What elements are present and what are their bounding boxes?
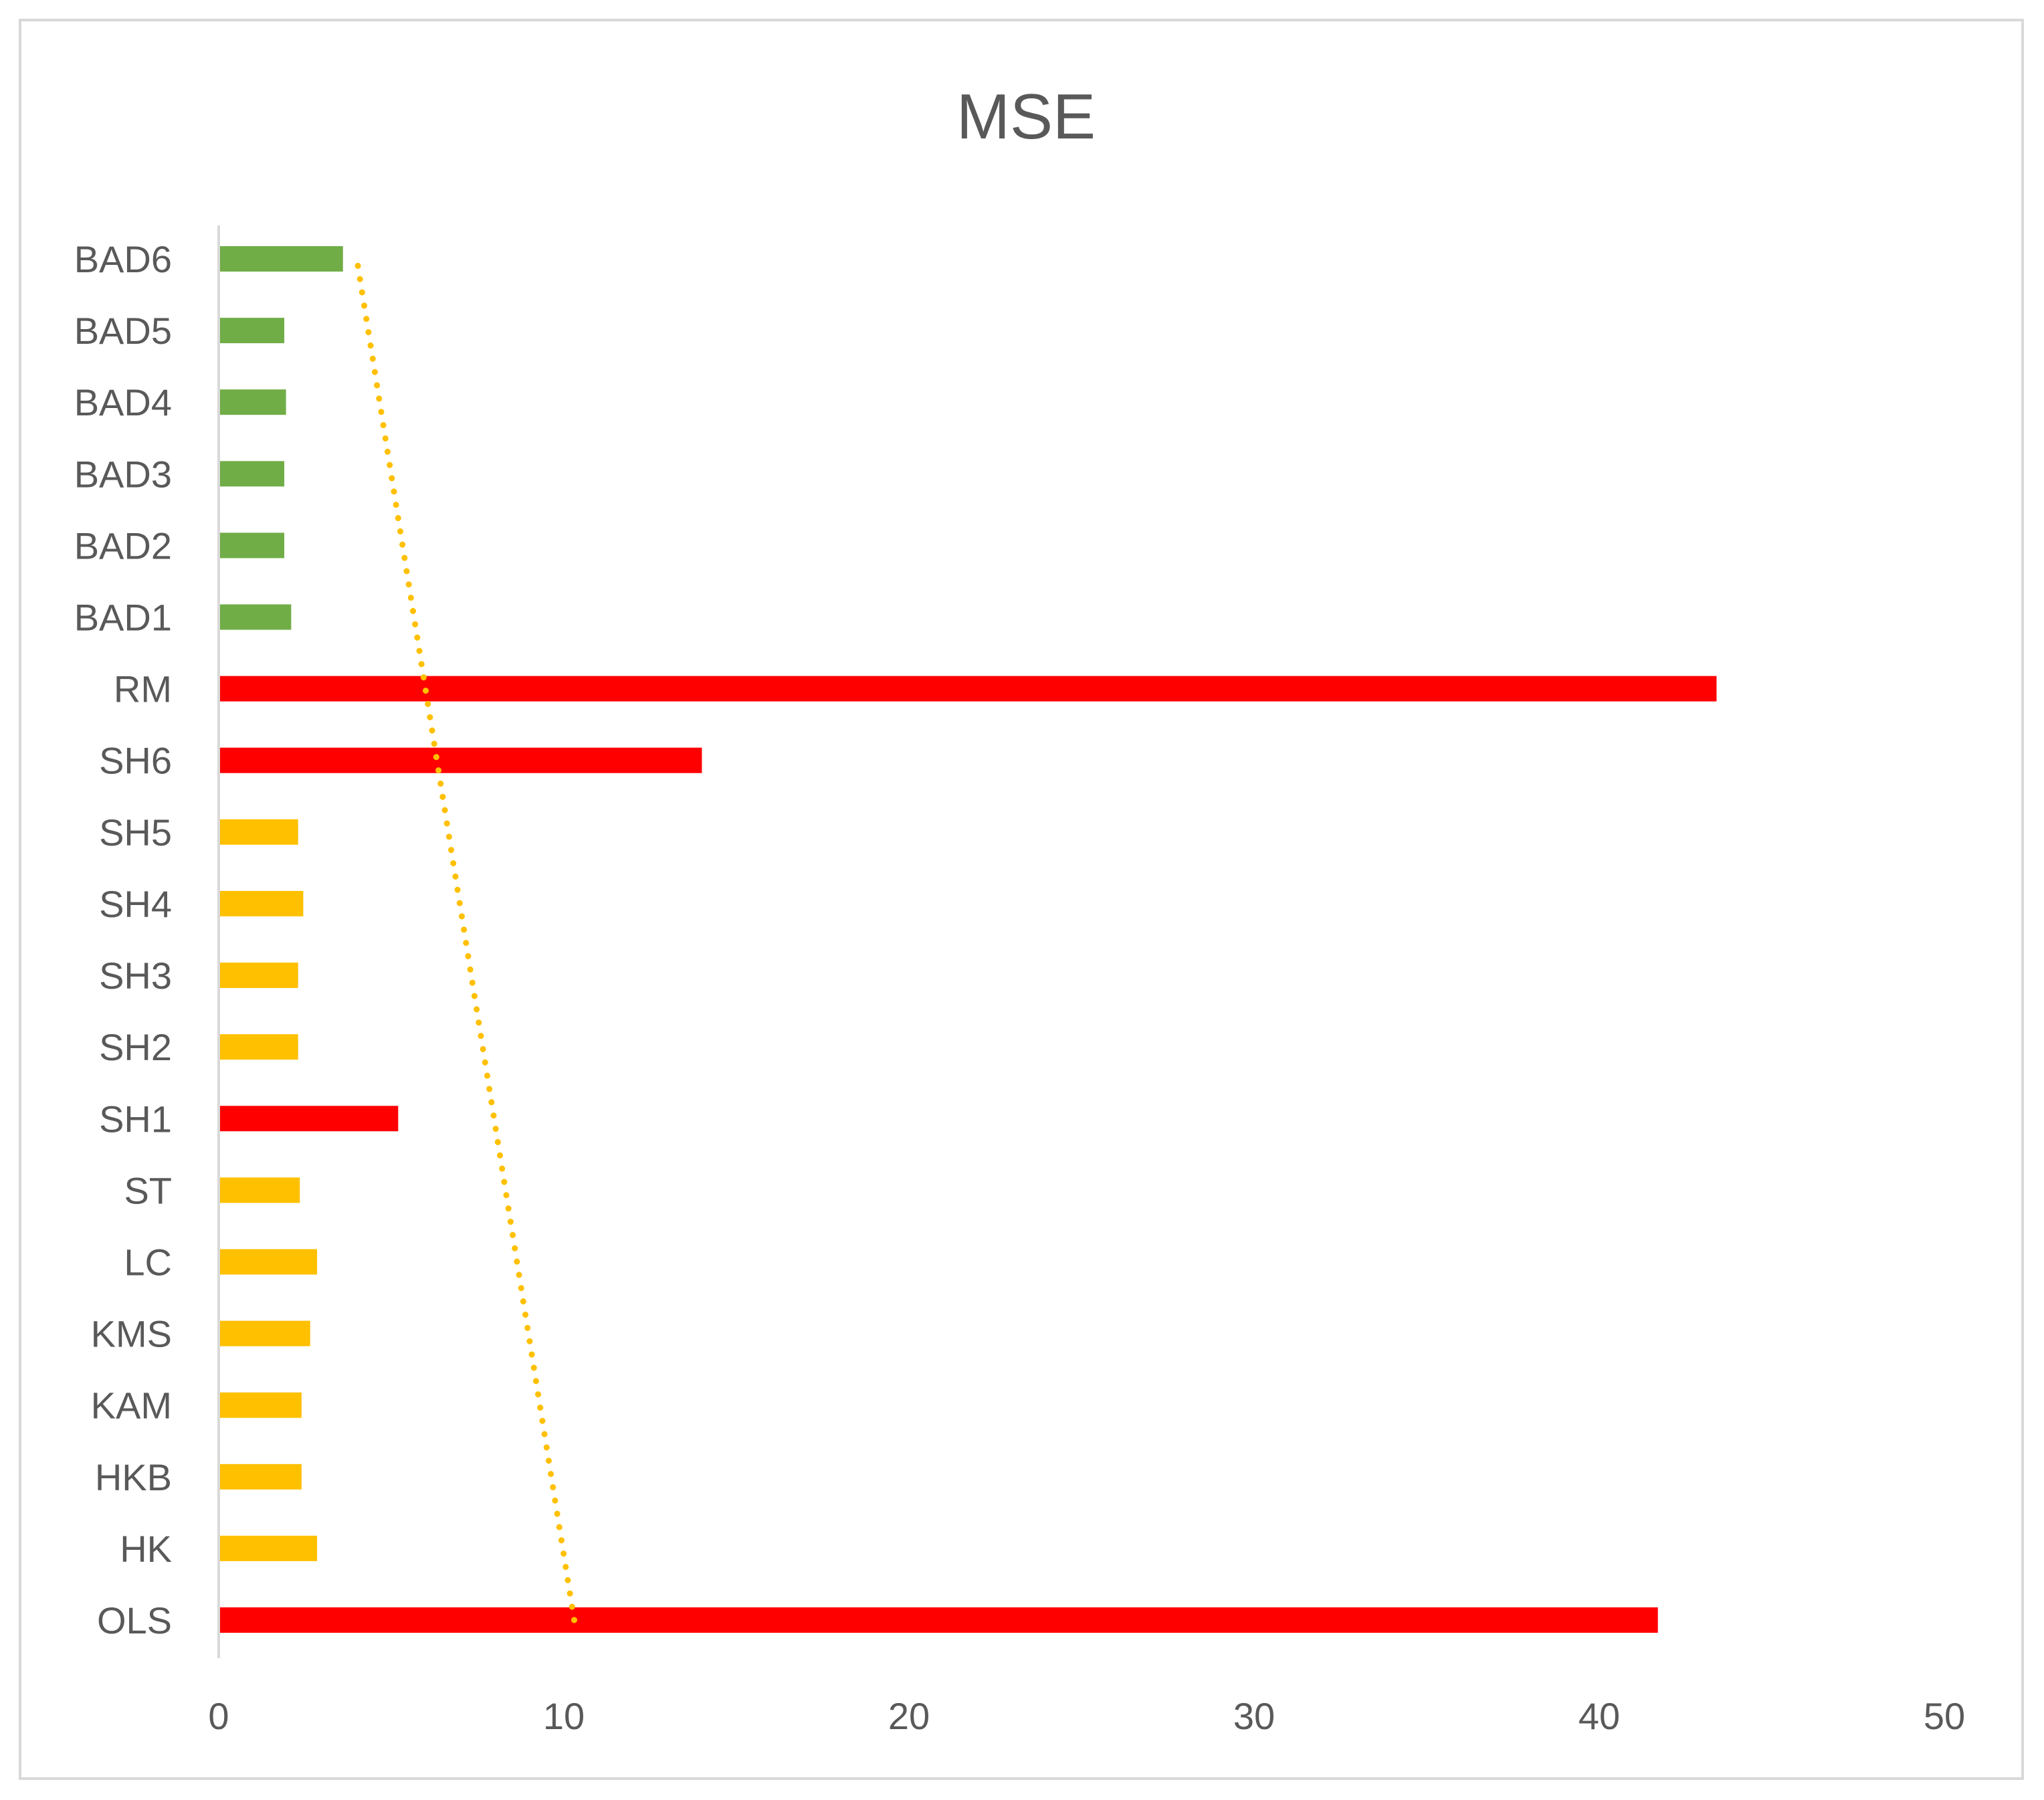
bar-bad4 (219, 389, 286, 415)
bar-sh4 (219, 890, 304, 916)
bar-st (219, 1177, 300, 1203)
category-label-bad3: BAD3 (74, 453, 172, 495)
bar-sh3 (219, 963, 298, 989)
bar-kms (219, 1320, 310, 1346)
category-label-st: ST (124, 1169, 172, 1211)
bar-rm (219, 676, 1717, 702)
bar-sh6 (219, 747, 702, 773)
category-label-sh2: SH2 (99, 1026, 172, 1068)
category-label-rm: RM (114, 668, 172, 710)
bar-bad3 (219, 461, 285, 487)
bar-bad1 (219, 604, 292, 630)
chart-title: MSE (956, 81, 1096, 153)
bar-bad6 (219, 246, 343, 272)
category-label-kam: KAM (91, 1385, 172, 1427)
bar-chart: MSE OLS HK HKB KAM KMS LC ST SH1 SH2 SH3 SH4 SH5 SH6… (74, 81, 1965, 1737)
category-label-bad1: BAD1 (74, 597, 172, 639)
category-label-bad4: BAD4 (74, 381, 172, 423)
category-label-kms: KMS (91, 1313, 172, 1355)
bar-hkb (219, 1464, 302, 1490)
category-label-bad5: BAD5 (74, 310, 172, 352)
bar-bad5 (219, 318, 285, 344)
x-tick-label: 20 (888, 1695, 930, 1737)
category-label-sh3: SH3 (99, 955, 172, 997)
x-tick-label: 40 (1578, 1695, 1620, 1737)
category-label-ols: OLS (97, 1599, 172, 1641)
x-tick-label: 10 (543, 1695, 585, 1737)
category-label-lc: LC (124, 1241, 172, 1283)
bar-hk (219, 1535, 318, 1561)
category-label-sh5: SH5 (99, 811, 172, 854)
bar-sh1 (219, 1106, 399, 1132)
category-label-hkb: HKB (95, 1456, 172, 1498)
x-tick-labels: 0 10 20 30 40 50 (208, 1695, 1965, 1737)
trendline (353, 256, 577, 1623)
chart-frame: MSE OLS HK HKB KAM KMS LC ST SH1 SH2 SH3 SH4 SH5 SH6… (19, 19, 2024, 1780)
x-tick-label: 0 (208, 1695, 229, 1737)
category-label-sh1: SH1 (99, 1098, 172, 1140)
bar-lc (219, 1249, 318, 1275)
x-tick-label: 30 (1233, 1695, 1275, 1737)
category-label-bad6: BAD6 (74, 238, 172, 280)
category-label-bad2: BAD2 (74, 524, 172, 567)
bar-kam (219, 1392, 302, 1418)
category-label-hk: HK (120, 1528, 172, 1570)
bar-sh5 (219, 819, 298, 845)
bars-layer (219, 246, 1717, 1633)
x-tick-label: 50 (1924, 1695, 1965, 1737)
category-label-sh6: SH6 (99, 740, 172, 782)
category-label-sh4: SH4 (99, 883, 172, 925)
bar-sh2 (219, 1034, 298, 1060)
bar-bad2 (219, 532, 285, 559)
category-labels: OLS HK HKB KAM KMS LC ST SH1 SH2 SH3 SH4 SH5 SH6 RM BA… (74, 238, 172, 1641)
bar-ols (219, 1607, 1658, 1633)
